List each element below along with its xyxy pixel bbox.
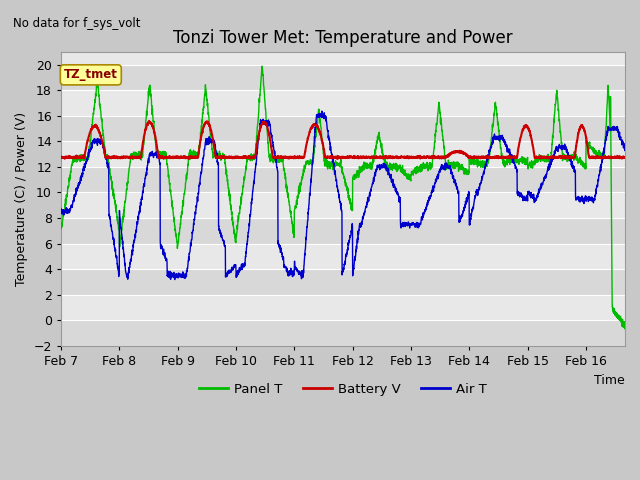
Bar [61,320,625,346]
Legend: Panel T, Battery V, Air T: Panel T, Battery V, Air T [193,378,492,401]
Bar [61,64,625,90]
Title: Tonzi Tower Met: Temperature and Power: Tonzi Tower Met: Temperature and Power [173,29,513,48]
Bar [61,192,625,218]
Y-axis label: Temperature (C) / Power (V): Temperature (C) / Power (V) [15,112,28,286]
Text: No data for f_sys_volt: No data for f_sys_volt [13,17,140,30]
Bar [61,244,625,269]
Bar [61,116,625,141]
Bar [61,90,625,116]
Bar [61,269,625,295]
Text: TZ_tmet: TZ_tmet [64,68,118,82]
Bar [61,218,625,244]
Bar [61,141,625,167]
Bar [61,167,625,192]
X-axis label: Time: Time [595,373,625,386]
Bar [61,295,625,320]
